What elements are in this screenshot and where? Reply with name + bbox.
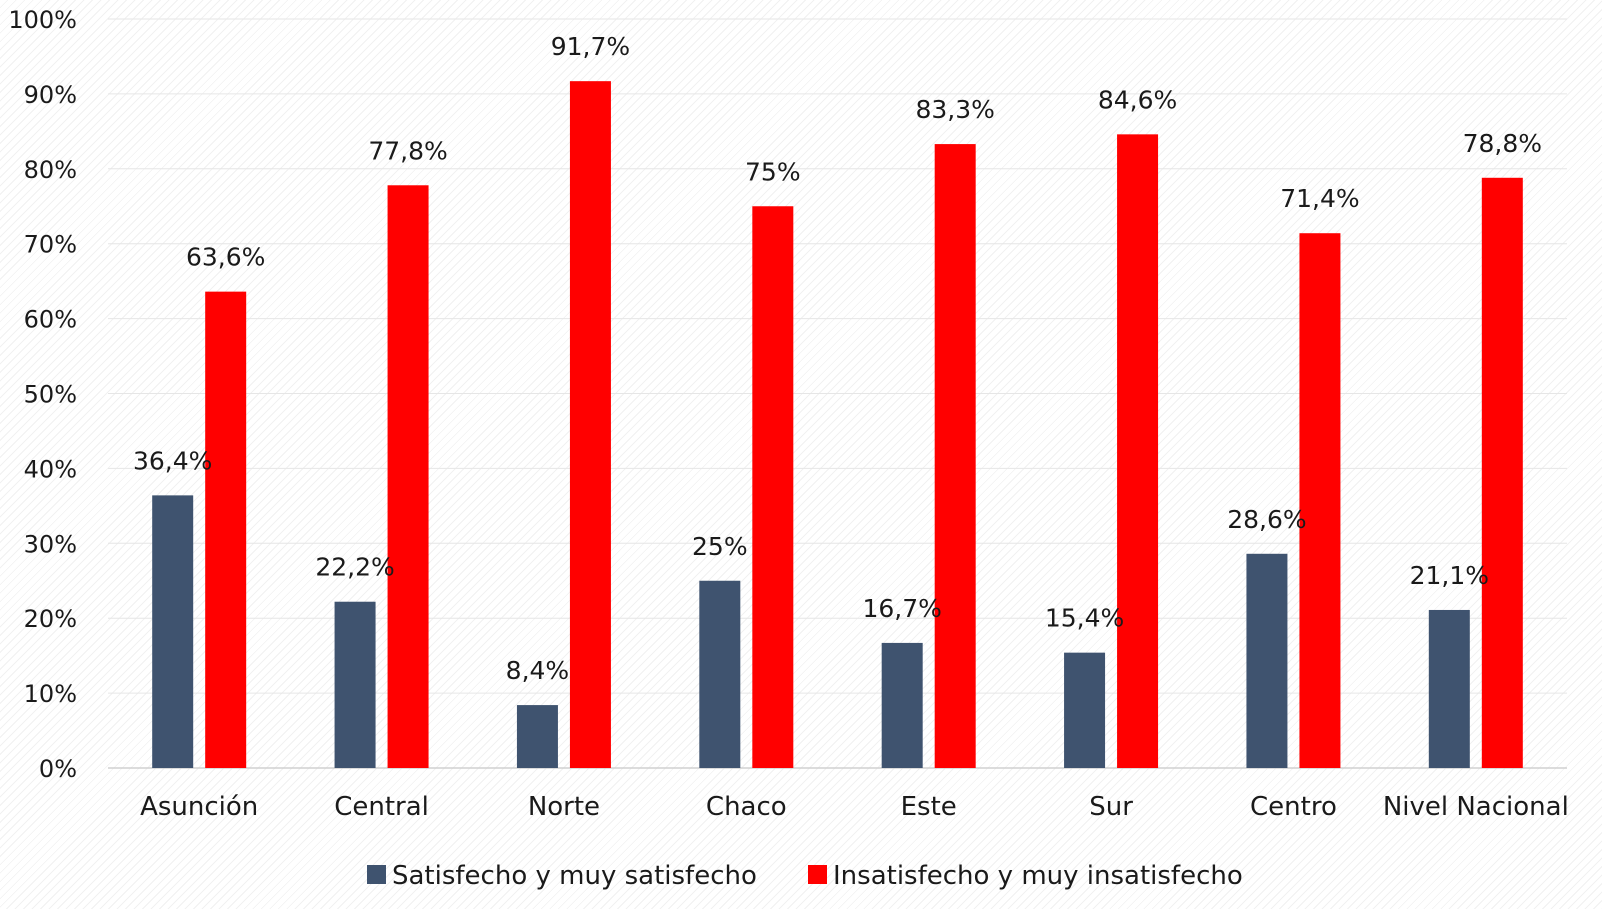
- y-tick-label: 10%: [24, 680, 77, 708]
- bar-insatisfecho: [934, 144, 976, 768]
- gridlines: [108, 18, 1567, 769]
- y-tick-label: 30%: [24, 530, 77, 558]
- y-tick-label: 50%: [24, 381, 77, 409]
- y-tick-label: 40%: [24, 455, 77, 483]
- bar-insatisfecho: [1299, 233, 1341, 769]
- bar-satisfecho: [334, 601, 376, 768]
- bar-satisfecho: [516, 705, 558, 768]
- data-label: 78,8%: [1463, 129, 1542, 158]
- data-label: 83,3%: [915, 95, 994, 124]
- data-label: 8,4%: [506, 656, 570, 685]
- legend: Satisfecho y muy satisfecho Insatisfecho …: [367, 861, 1243, 891]
- x-axis: Asunción Central Norte Chaco Este Sur Centro Ni…: [140, 792, 1569, 822]
- data-label: 15,4%: [1045, 604, 1124, 633]
- x-tick-label: Sur: [1089, 792, 1133, 822]
- legend-swatch: [808, 865, 827, 884]
- bar-satisfecho: [881, 642, 923, 768]
- data-label: 16,7%: [862, 594, 941, 623]
- x-tick-label: Centro: [1250, 792, 1337, 822]
- data-label: 21,1%: [1410, 561, 1489, 590]
- bar-satisfecho: [1064, 652, 1106, 768]
- y-tick-label: 100%: [8, 6, 77, 34]
- x-tick-label: Asunción: [140, 792, 258, 822]
- bar-satisfecho: [699, 580, 741, 768]
- bar-insatisfecho: [1117, 134, 1159, 768]
- data-label: 77,8%: [368, 136, 447, 165]
- x-tick-label: Norte: [528, 792, 600, 822]
- x-tick-label: Nivel Nacional: [1383, 792, 1569, 822]
- data-label: 36,4%: [133, 446, 212, 475]
- data-label: 25%: [692, 532, 748, 561]
- y-tick-label: 70%: [24, 231, 77, 259]
- data-labels: 36,4% 63,6% 22,2% 77,8% 8,4% 91,7% 25% 75% 16,7%…: [133, 32, 1542, 685]
- y-tick-label: 90%: [24, 81, 77, 109]
- bar-insatisfecho: [205, 291, 247, 768]
- y-tick-label: 0%: [39, 755, 77, 783]
- legend-label: Satisfecho y muy satisfecho: [392, 861, 757, 891]
- bars: [152, 81, 1523, 769]
- bar-satisfecho: [152, 495, 194, 768]
- bar-satisfecho: [1246, 553, 1288, 768]
- bar-insatisfecho: [569, 81, 611, 769]
- bar-satisfecho: [1428, 609, 1470, 768]
- bar-insatisfecho: [1481, 177, 1523, 769]
- y-axis: 0% 10% 20% 30% 40% 50% 60% 70% 80% 90% 100%: [8, 6, 77, 783]
- data-label: 75%: [745, 157, 801, 186]
- legend-swatch: [367, 865, 386, 884]
- data-label: 28,6%: [1227, 505, 1306, 534]
- x-tick-label: Chaco: [706, 792, 787, 822]
- y-tick-label: 20%: [24, 605, 77, 633]
- x-tick-label: Este: [901, 792, 957, 822]
- bar-insatisfecho: [387, 185, 429, 768]
- data-label: 91,7%: [551, 32, 630, 61]
- y-tick-label: 80%: [24, 156, 77, 184]
- data-label: 84,6%: [1098, 85, 1177, 114]
- y-tick-label: 60%: [24, 306, 77, 334]
- data-label: 63,6%: [186, 243, 265, 272]
- bar-insatisfecho: [752, 206, 794, 768]
- legend-label: Insatisfecho y muy insatisfecho: [833, 861, 1243, 891]
- x-tick-label: Central: [334, 792, 429, 822]
- data-label: 22,2%: [315, 553, 394, 582]
- data-label: 71,4%: [1280, 184, 1359, 213]
